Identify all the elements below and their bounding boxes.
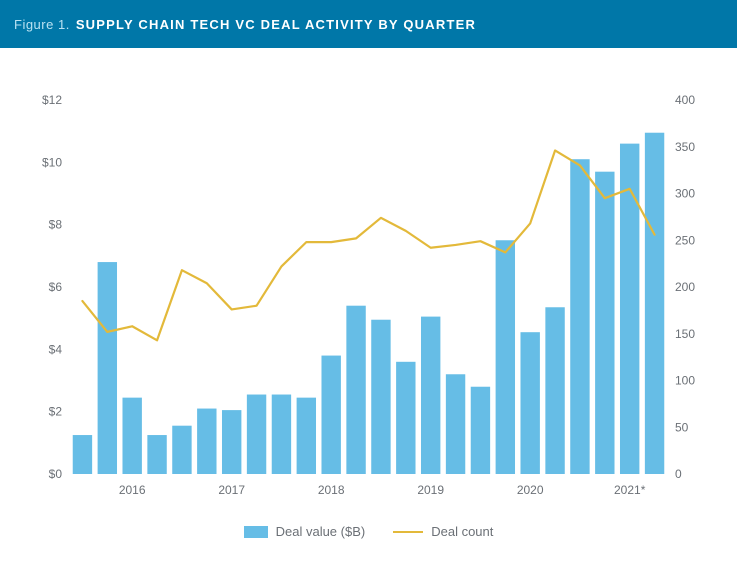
y-left-tick-label: $2 xyxy=(49,405,63,419)
bar xyxy=(570,159,589,474)
x-year-label: 2017 xyxy=(218,483,245,497)
y-left-tick-label: $0 xyxy=(49,467,63,481)
bar xyxy=(122,398,141,474)
bar xyxy=(545,307,564,474)
title-bar: Figure 1. SUPPLY CHAIN TECH VC DEAL ACTI… xyxy=(0,0,737,48)
x-year-label: 2019 xyxy=(417,483,444,497)
bar xyxy=(396,362,415,474)
bar xyxy=(520,332,539,474)
bar xyxy=(73,435,92,474)
y-left-tick-label: $12 xyxy=(42,93,62,107)
bar xyxy=(272,395,291,474)
x-year-label: 2016 xyxy=(119,483,146,497)
bar xyxy=(371,320,390,474)
bar xyxy=(147,435,166,474)
y-right-tick-label: 350 xyxy=(675,140,695,154)
deal-count-line xyxy=(82,150,654,340)
bar xyxy=(197,409,216,474)
bar xyxy=(620,144,639,474)
bar xyxy=(297,398,316,474)
y-right-tick-label: 0 xyxy=(675,467,682,481)
bar xyxy=(421,317,440,474)
figure-container: Figure 1. SUPPLY CHAIN TECH VC DEAL ACTI… xyxy=(0,0,737,572)
bar xyxy=(471,387,490,474)
bar xyxy=(496,240,515,474)
bar xyxy=(346,306,365,474)
chart-svg: $0 $2 $4 $6 $8 $10 $12 0 50 100 150 200 250 300 350 400… xyxy=(28,88,709,518)
x-year-label: 2020 xyxy=(517,483,544,497)
bar xyxy=(321,356,340,474)
legend: Deal value ($B) Deal count xyxy=(28,524,709,539)
legend-item-line: Deal count xyxy=(393,524,493,539)
x-year-label: 2021* xyxy=(614,483,646,497)
legend-swatch-bar xyxy=(244,526,268,538)
y-left-tick-label: $6 xyxy=(49,280,63,294)
bar xyxy=(446,374,465,474)
y-right-tick-label: 50 xyxy=(675,420,689,434)
bar xyxy=(645,133,664,474)
legend-label-line: Deal count xyxy=(431,524,493,539)
bar xyxy=(172,426,191,474)
bar xyxy=(595,172,614,474)
y-right-tick-label: 400 xyxy=(675,93,695,107)
chart-area: $0 $2 $4 $6 $8 $10 $12 0 50 100 150 200 250 300 350 400… xyxy=(28,88,709,523)
y-right-tick-label: 100 xyxy=(675,374,695,388)
bar xyxy=(247,395,266,474)
y-left-tick-label: $8 xyxy=(49,218,63,232)
legend-item-bars: Deal value ($B) xyxy=(244,524,366,539)
x-year-label: 2018 xyxy=(318,483,345,497)
legend-label-bar: Deal value ($B) xyxy=(276,524,366,539)
y-left-tick-label: $10 xyxy=(42,155,62,169)
y-right-tick-label: 200 xyxy=(675,280,695,294)
bar xyxy=(222,410,241,474)
y-left-tick-label: $4 xyxy=(49,342,63,356)
y-right-tick-label: 300 xyxy=(675,187,695,201)
y-right-tick-label: 250 xyxy=(675,233,695,247)
y-right-tick-label: 150 xyxy=(675,327,695,341)
bar xyxy=(98,262,117,474)
legend-swatch-line xyxy=(393,531,423,533)
figure-number: Figure 1. xyxy=(14,17,70,32)
figure-title: SUPPLY CHAIN TECH VC DEAL ACTIVITY BY QU… xyxy=(76,17,476,32)
